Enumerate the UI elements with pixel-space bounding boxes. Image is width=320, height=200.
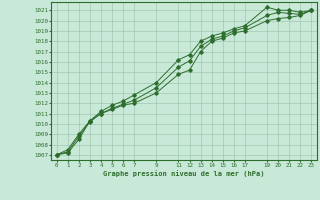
X-axis label: Graphe pression niveau de la mer (hPa): Graphe pression niveau de la mer (hPa) xyxy=(103,171,265,177)
